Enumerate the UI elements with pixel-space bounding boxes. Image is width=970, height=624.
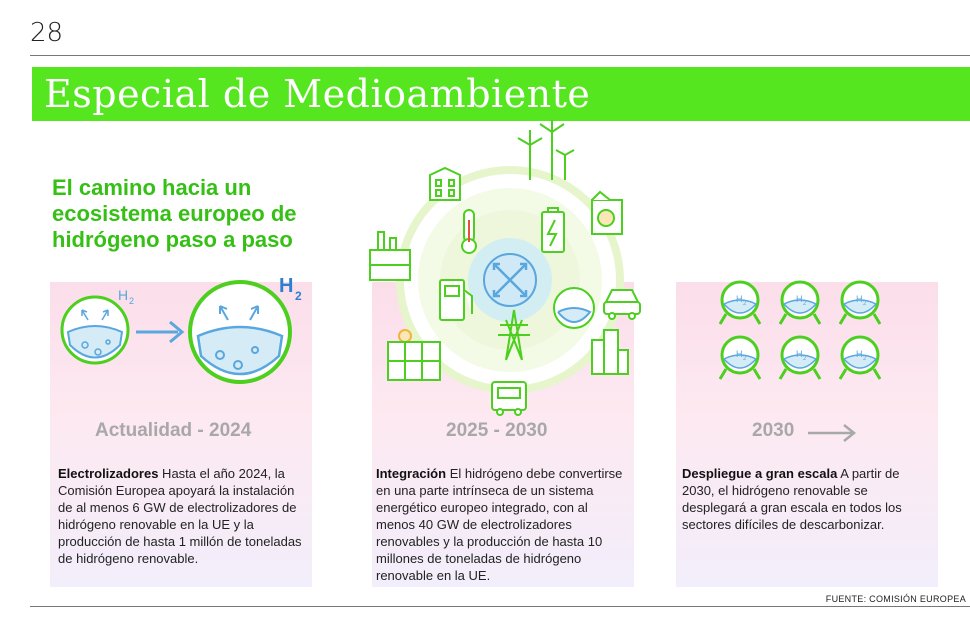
- arrow-right-icon: [136, 320, 185, 344]
- fuel-pump-icon: [439, 279, 473, 321]
- flask-h2-icon: [60, 295, 130, 365]
- thermometer-icon: [461, 209, 477, 254]
- flask-h2-icon: [188, 280, 292, 384]
- stage-3-heading: Despliegue a gran escala: [682, 466, 838, 481]
- svg-text:2: 2: [295, 289, 302, 303]
- h2-subscript: 2: [803, 301, 807, 307]
- flask-h2-icon: [553, 287, 595, 329]
- stage-3-text: A partir de 2030, el hidrógeno renovable…: [682, 466, 902, 532]
- svg-text:H: H: [118, 287, 128, 303]
- h2-label: H: [736, 294, 743, 304]
- solar-panel-icon: [387, 329, 441, 381]
- h2-label: H: [736, 349, 743, 359]
- stage-2-heading: Integración: [376, 466, 447, 481]
- h2-label: H: [856, 349, 863, 359]
- h2-label: H: [796, 349, 803, 359]
- page-number: 28: [30, 18, 64, 48]
- h2-subscript: 2: [803, 356, 807, 362]
- stage-1-period: Actualidad - 2024: [95, 420, 252, 441]
- electrolyzer-illustration: H 2 H 2: [60, 275, 302, 384]
- h2-subscript: 2: [863, 356, 867, 362]
- stage-2-description: Integración El hidrógeno debe convertirs…: [376, 465, 628, 584]
- h2-subscript: 2: [863, 301, 867, 307]
- top-rule: [30, 55, 970, 56]
- industrial-plant-icon: [591, 190, 623, 235]
- car-icon: [603, 289, 641, 320]
- stage-2-text: El hidrógeno debe convertirse en una par…: [376, 466, 623, 583]
- h2-subscript: 2: [743, 301, 747, 307]
- battery-icon: [541, 207, 565, 253]
- svg-text:2: 2: [129, 296, 134, 306]
- headline: El camino hacia un ecosistema europeo de…: [52, 175, 297, 252]
- stage-1-text: Hasta el año 2024, la Comisión Europea a…: [58, 466, 302, 566]
- stage-1-description: Electrolizadores Hasta el año 2024, la C…: [58, 465, 306, 567]
- bottom-rule: [30, 606, 970, 607]
- source-note: FUENTE: COMISIÓN EUROPEA: [825, 594, 966, 604]
- truck-icon: [491, 381, 527, 416]
- energy-system-illustration: [369, 120, 641, 416]
- h2-label: H: [796, 294, 803, 304]
- section-title: Especial de Medioambiente: [44, 72, 591, 116]
- factory-icon: [369, 231, 411, 281]
- stage-3-description: Despliegue a gran escala A partir de 203…: [682, 465, 932, 533]
- svg-text:H: H: [279, 275, 293, 297]
- stage-2-period: 2025 - 2030: [446, 420, 548, 441]
- h2-subscript: 2: [743, 356, 747, 362]
- h2-deployment-illustration: H 2 H 2 H 2H 2 H 2 H 2: [718, 280, 882, 380]
- stage-1-heading: Electrolizadores: [58, 466, 159, 481]
- section-banner: Especial de Medioambiente: [32, 67, 970, 121]
- building-icon: [429, 166, 461, 201]
- stage-3-period: 2030: [752, 420, 795, 441]
- wind-turbines-icon: [517, 120, 575, 180]
- stage-panel-3: [676, 282, 938, 587]
- arrow-right-icon: [808, 424, 857, 442]
- city-icon: [591, 329, 629, 375]
- h2-label: H: [856, 294, 863, 304]
- network-arrows-icon: [483, 253, 537, 307]
- power-tower-icon: [498, 309, 530, 361]
